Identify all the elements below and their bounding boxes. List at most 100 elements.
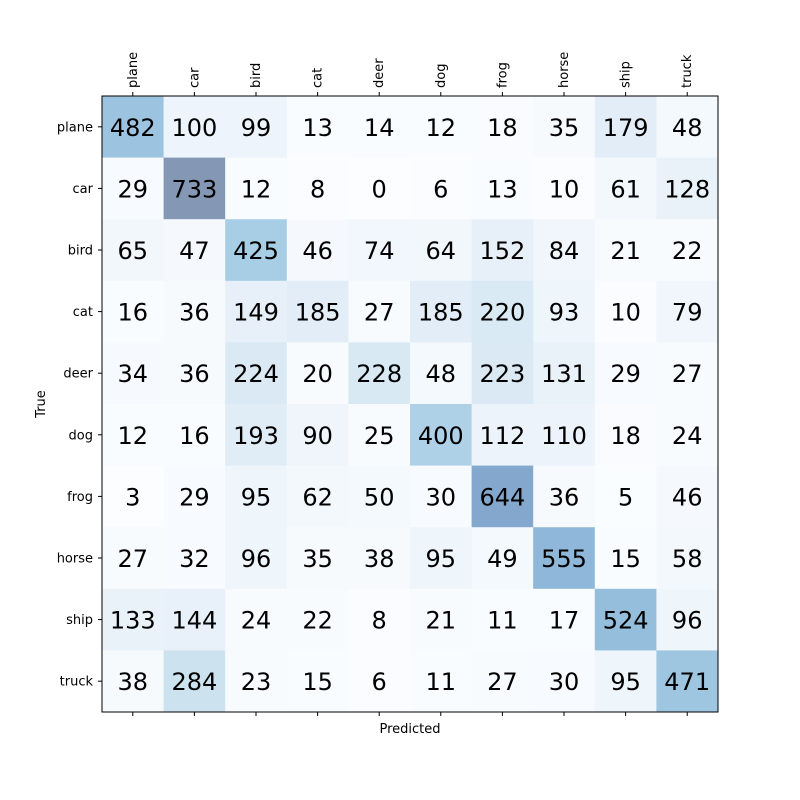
- x-axis-label: Predicted: [379, 722, 440, 737]
- x-tick-label: cat: [311, 68, 326, 88]
- heatmap-cell: [286, 342, 349, 405]
- heatmap-cell: [656, 527, 719, 590]
- cell-value-label: 152: [479, 237, 525, 265]
- heatmap-cell: [656, 280, 719, 343]
- heatmap-cell: [102, 527, 165, 590]
- heatmap-cell: [286, 219, 349, 282]
- cell-value-label: 223: [479, 360, 525, 388]
- heatmap-cell: [656, 96, 719, 159]
- cell-value-label: 524: [603, 607, 649, 635]
- heatmap-cell: [594, 650, 657, 713]
- heatmap-cell: [286, 527, 349, 590]
- cell-value-label: 27: [672, 360, 703, 388]
- cell-value-label: 425: [233, 237, 279, 265]
- heatmap-cell: [410, 650, 473, 713]
- cell-value-label: 50: [364, 483, 395, 511]
- heatmap-cell: [656, 404, 719, 467]
- cell-value-label: 482: [110, 114, 156, 142]
- heatmap-cell: [286, 650, 349, 713]
- y-tick-label: plane: [57, 120, 93, 135]
- cell-value-label: 30: [426, 483, 457, 511]
- heatmap-cell: [656, 157, 719, 220]
- heatmap-cell: [102, 650, 165, 713]
- cell-value-label: 15: [302, 668, 333, 696]
- heatmap-cell: [163, 219, 226, 282]
- heatmap-cell: [471, 404, 534, 467]
- cell-value-label: 16: [118, 299, 149, 327]
- heatmap-cell: [102, 588, 165, 651]
- heatmap-cell: [533, 527, 596, 590]
- heatmap-cell: [225, 96, 288, 159]
- cell-value-label: 48: [672, 114, 703, 142]
- cell-value-label: 179: [603, 114, 649, 142]
- axis-ticks: [98, 92, 688, 716]
- heatmap-cell: [348, 96, 411, 159]
- heatmap-cell: [533, 650, 596, 713]
- heatmap-cell: [410, 342, 473, 405]
- y-tick-label: bird: [68, 244, 93, 259]
- heatmap-cell: [533, 219, 596, 282]
- heatmap-cell: [410, 96, 473, 159]
- cell-value-label: 220: [479, 299, 525, 327]
- cell-value-label: 29: [610, 360, 641, 388]
- cell-value-label: 47: [179, 237, 210, 265]
- heatmap-cell: [348, 404, 411, 467]
- cell-value-label: 14: [364, 114, 395, 142]
- cell-value-label: 38: [364, 545, 395, 573]
- cell-value-label: 5: [618, 483, 633, 511]
- cell-value-label: 644: [479, 483, 525, 511]
- cell-value-label: 62: [302, 483, 333, 511]
- heatmap-cell: [163, 588, 226, 651]
- cell-value-label: 36: [549, 483, 580, 511]
- heatmap-cell: [225, 157, 288, 220]
- cell-value-label: 23: [241, 668, 272, 696]
- cell-value-label: 61: [610, 175, 641, 203]
- cell-value-label: 29: [118, 175, 149, 203]
- heatmap-cell: [348, 219, 411, 282]
- heatmap-cell: [163, 157, 226, 220]
- cell-value-label: 64: [426, 237, 457, 265]
- y-tick-label: frog: [67, 490, 93, 505]
- heatmap-cell: [471, 219, 534, 282]
- cell-value-label: 36: [179, 299, 210, 327]
- cell-value-label: 34: [118, 360, 149, 388]
- heatmap-cell: [286, 588, 349, 651]
- cell-value-label: 228: [356, 360, 402, 388]
- cell-value-label: 6: [372, 668, 387, 696]
- cell-value-label: 12: [426, 114, 457, 142]
- heatmap-cell: [348, 650, 411, 713]
- tick-labels: plane car bird cat deer dog frog horse ship truck…: [57, 52, 696, 690]
- heatmap-cell: [656, 650, 719, 713]
- y-axis-label: True: [34, 390, 49, 419]
- heatmap-cell: [471, 280, 534, 343]
- cell-value-label: 10: [610, 299, 641, 327]
- heatmap-cell: [471, 650, 534, 713]
- heatmap-cell: [594, 219, 657, 282]
- heatmap-cell: [225, 219, 288, 282]
- cell-value-label: 18: [487, 114, 518, 142]
- heatmap-cell: [471, 157, 534, 220]
- cell-value-label: 36: [179, 360, 210, 388]
- heatmap-cell: [410, 588, 473, 651]
- cell-value-label: 95: [241, 483, 272, 511]
- cell-value-label: 17: [549, 607, 580, 635]
- heatmap-cell: [471, 96, 534, 159]
- heatmap-cell: [410, 157, 473, 220]
- cell-value-label: 46: [672, 483, 703, 511]
- heatmap-cell: [410, 280, 473, 343]
- heatmap-cell: [163, 527, 226, 590]
- cell-value-label: 35: [549, 114, 580, 142]
- cell-value-label: 35: [302, 545, 333, 573]
- cell-value-label: 95: [426, 545, 457, 573]
- heatmap-cell: [533, 157, 596, 220]
- heatmap-cell: [533, 588, 596, 651]
- heatmap-cell: [594, 280, 657, 343]
- heatmap-cell: [102, 280, 165, 343]
- y-tick-label: horse: [57, 552, 93, 567]
- cell-value-label: 65: [118, 237, 149, 265]
- cell-value-label: 90: [302, 422, 333, 450]
- y-tick-label: dog: [69, 428, 93, 443]
- x-tick-label: truck: [680, 54, 695, 88]
- heatmap-cell: [225, 527, 288, 590]
